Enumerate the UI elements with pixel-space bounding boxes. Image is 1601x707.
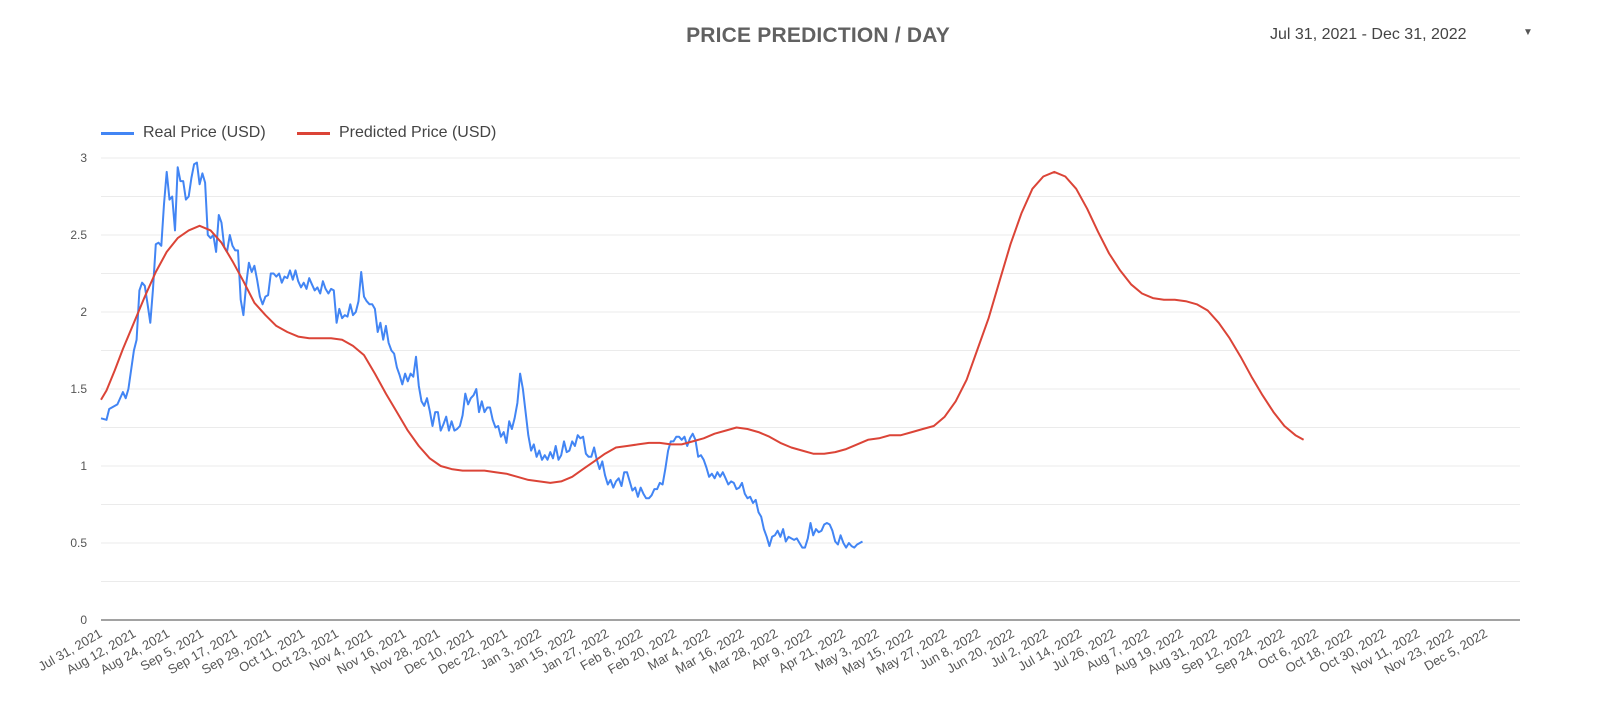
y-tick-label: 2 [80,305,87,319]
y-tick-label: 2.5 [70,228,87,242]
legend-label-real-price: Real Price (USD) [143,124,266,141]
y-tick-label: 1 [80,459,87,473]
caret-down-icon: ▼ [1523,27,1533,38]
chart-title: PRICE PREDICTION / DAY [686,24,950,47]
y-tick-label: 0 [80,613,87,627]
y-tick-label: 0.5 [70,536,87,550]
y-tick-label: 1.5 [70,382,87,396]
date-range-selector[interactable]: Jul 31, 2021 - Dec 31, 2022 ▼ [1270,26,1545,48]
y-tick-label: 3 [80,151,87,165]
legend-swatch-predicted-price [297,132,330,135]
legend-label-predicted-price: Predicted Price (USD) [339,124,497,141]
date-range-label: Jul 31, 2021 - Dec 31, 2022 [1270,26,1467,43]
legend-swatch-real-price [101,132,134,135]
series-line-real-price[interactable] [100,161,863,549]
series-line-predicted-price[interactable] [100,170,1305,484]
